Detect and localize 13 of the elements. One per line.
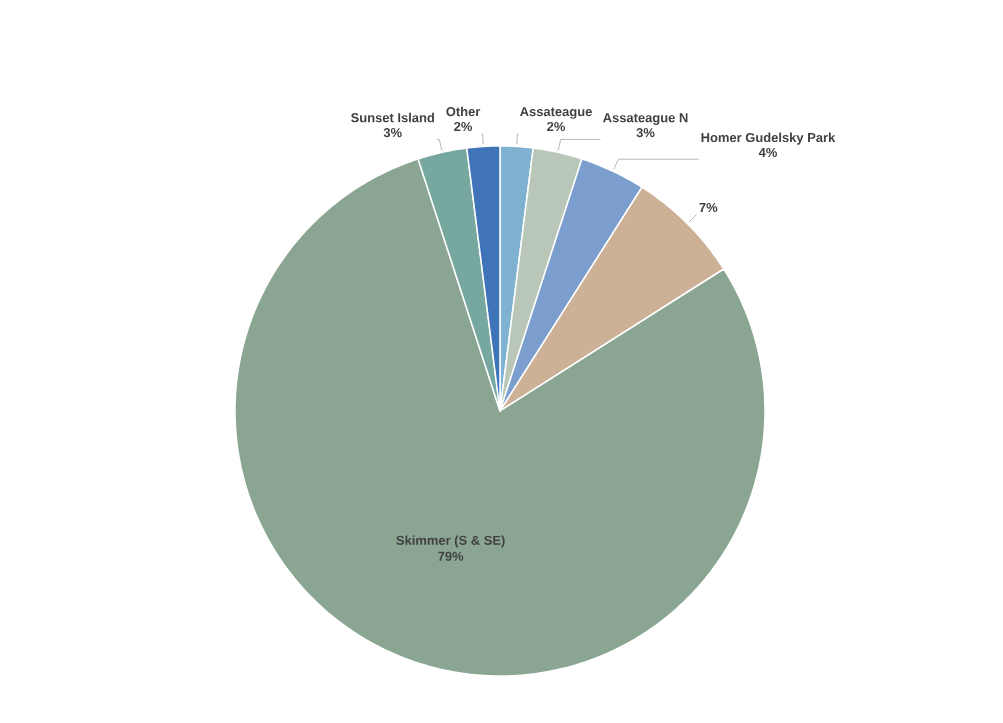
data-label: 2% <box>454 121 473 132</box>
data-label: 3% <box>383 128 402 138</box>
slice-label: Assateague <box>519 107 592 119</box>
data-label: 7% <box>699 202 718 213</box>
data-label: 4% <box>758 147 777 158</box>
slice-label: Skimmer (S & SE) <box>396 535 505 548</box>
data-label: 2% <box>547 121 566 132</box>
slice-label: Other <box>446 106 481 117</box>
slice-label: Sunset Island <box>351 112 434 123</box>
slice-label: Assateague N <box>602 113 688 125</box>
data-label: 3% <box>636 128 655 138</box>
slice-label: Homer Gudelsky Park <box>701 132 836 145</box>
data-label: 79% <box>438 551 464 561</box>
